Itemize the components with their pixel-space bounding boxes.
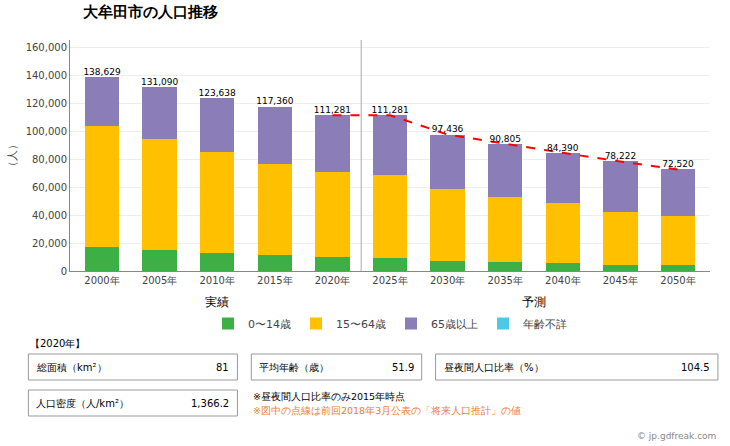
svg-text:予測: 予測 [522, 295, 546, 309]
svg-text:40,000: 40,000 [32, 210, 67, 221]
svg-text:2015年: 2015年 [257, 275, 292, 286]
svg-text:123,638: 123,638 [199, 88, 236, 98]
svg-text:年齢不詳: 年齢不詳 [523, 318, 567, 331]
svg-text:160,000: 160,000 [26, 42, 67, 53]
svg-text:© jp.gdfreak.com: © jp.gdfreak.com [637, 431, 716, 441]
svg-text:※昼夜間人口比率のみ2015年時点: ※昼夜間人口比率のみ2015年時点 [253, 391, 405, 402]
svg-text:人口密度（人/km²）: 人口密度（人/km²） [36, 398, 129, 409]
svg-text:総面積（km²）: 総面積（km²） [36, 362, 107, 373]
svg-text:80,000: 80,000 [32, 154, 67, 165]
svg-text:97,436: 97,436 [432, 124, 464, 134]
svg-text:2045年: 2045年 [603, 275, 638, 286]
svg-text:平均年齢（歳）: 平均年齢（歳） [259, 362, 329, 373]
svg-text:2050年: 2050年 [660, 275, 695, 286]
svg-text:2030年: 2030年 [430, 275, 465, 286]
svg-text:15〜64歳: 15〜64歳 [336, 318, 386, 331]
svg-text:120,000: 120,000 [26, 98, 67, 109]
svg-text:65歳以上: 65歳以上 [431, 318, 478, 331]
svg-text:131,090: 131,090 [141, 77, 178, 87]
svg-text:84,390: 84,390 [547, 143, 579, 153]
svg-text:60,000: 60,000 [32, 182, 67, 193]
svg-text:72,520: 72,520 [662, 159, 694, 169]
svg-text:2035年: 2035年 [487, 275, 522, 286]
svg-text:138,629: 138,629 [83, 67, 120, 77]
svg-text:（人）: （人） [6, 139, 19, 172]
svg-text:0: 0 [61, 266, 67, 277]
svg-text:2040年: 2040年 [545, 275, 580, 286]
svg-text:2020年: 2020年 [315, 275, 350, 286]
svg-text:111,281: 111,281 [314, 105, 351, 115]
svg-text:2000年: 2000年 [84, 275, 119, 286]
svg-text:81: 81 [216, 362, 229, 373]
svg-text:2010年: 2010年 [199, 275, 234, 286]
svg-text:104.5: 104.5 [681, 362, 710, 373]
svg-text:昼夜間人口比率（%）: 昼夜間人口比率（%） [444, 362, 544, 373]
svg-text:実績: 実績 [205, 295, 229, 309]
svg-text:2025年: 2025年 [372, 275, 407, 286]
svg-text:140,000: 140,000 [26, 70, 67, 81]
svg-text:51.9: 51.9 [392, 362, 414, 373]
svg-text:100,000: 100,000 [26, 126, 67, 137]
svg-text:78,222: 78,222 [605, 151, 637, 161]
svg-text:0〜14歳: 0〜14歳 [248, 318, 291, 331]
svg-text:大牟田市の人口推移: 大牟田市の人口推移 [83, 3, 218, 21]
svg-text:111,281: 111,281 [371, 105, 408, 115]
svg-text:90,805: 90,805 [489, 134, 521, 144]
svg-text:117,360: 117,360 [256, 96, 293, 106]
svg-text:2005年: 2005年 [142, 275, 177, 286]
svg-text:【2020年】: 【2020年】 [30, 338, 85, 349]
svg-text:※図中の点線は前回2018年3月公表の「将来人口推計」の値: ※図中の点線は前回2018年3月公表の「将来人口推計」の値 [253, 405, 521, 416]
svg-text:1,366.2: 1,366.2 [191, 398, 229, 409]
svg-text:20,000: 20,000 [32, 238, 67, 249]
